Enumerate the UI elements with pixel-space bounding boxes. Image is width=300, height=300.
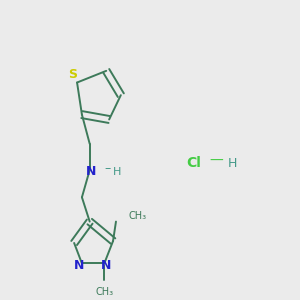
Text: H: H [113, 167, 121, 177]
Text: H: H [228, 157, 237, 170]
Text: —: — [209, 154, 223, 168]
Text: CH₃: CH₃ [129, 211, 147, 221]
Text: N: N [74, 259, 84, 272]
Text: CH₃: CH₃ [95, 286, 113, 297]
Text: S: S [68, 68, 77, 81]
Text: N: N [85, 166, 96, 178]
Text: Cl: Cl [186, 156, 201, 170]
Text: –: – [104, 162, 110, 175]
Text: N: N [101, 259, 111, 272]
